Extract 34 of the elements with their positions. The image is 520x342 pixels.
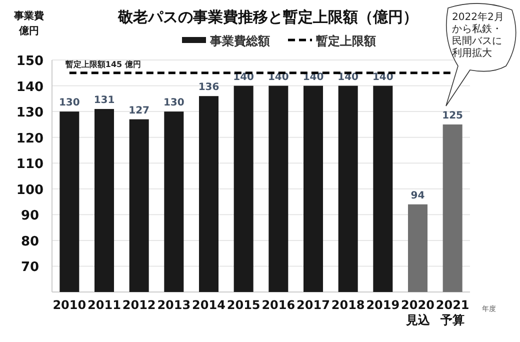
y-tick-label: 120	[16, 131, 44, 146]
text: 2022年2月から私鉄・民間バスに利用拡大	[452, 12, 505, 60]
data-label: 131	[94, 94, 115, 106]
y-tick-label: 100	[16, 182, 44, 198]
y-tick-label: 90	[20, 208, 40, 224]
data-label: 130	[163, 98, 184, 109]
chart-title: 敬老パスの事業費推移と暫定上限額（億円）	[117, 8, 418, 26]
x-tick-label: 2015	[226, 298, 260, 312]
x-tick-label: 2017	[296, 298, 330, 312]
y-tick-label: 140	[16, 80, 44, 95]
y-tick-label: 70	[20, 260, 40, 276]
y-tick-label: 110	[16, 157, 44, 172]
data-label: 130	[58, 98, 80, 109]
data-label: 94	[410, 190, 425, 202]
y-tick-label: 130	[16, 106, 44, 121]
y-axis-title: 事業費億円	[13, 10, 45, 39]
annotation: 暫定上限額145 億円	[65, 58, 141, 69]
data-label: 125	[442, 110, 464, 122]
data-label: 136	[198, 82, 220, 94]
x-tick-label: 2019	[366, 298, 400, 312]
y-tick-label: 150	[16, 54, 44, 69]
x-tick-label: 2014	[192, 298, 226, 312]
x-tick-label: 2020 見込	[401, 298, 434, 327]
x-tick-label: 2021 予算	[436, 298, 470, 327]
x-tick-label: 2013	[157, 298, 191, 312]
y-tick-label: 80	[20, 234, 40, 250]
x-tick-label: 2016	[262, 298, 296, 312]
data-label: 127	[128, 105, 150, 116]
legend-label: 暫定上限額	[316, 34, 376, 48]
x-tick-label: 2012	[122, 298, 156, 312]
x-tick-label: 2011	[88, 298, 121, 312]
x-tick-label: 2018	[331, 298, 365, 312]
x-tick-label: 2010	[52, 298, 86, 312]
legend-label: 事業費総額	[209, 34, 270, 48]
